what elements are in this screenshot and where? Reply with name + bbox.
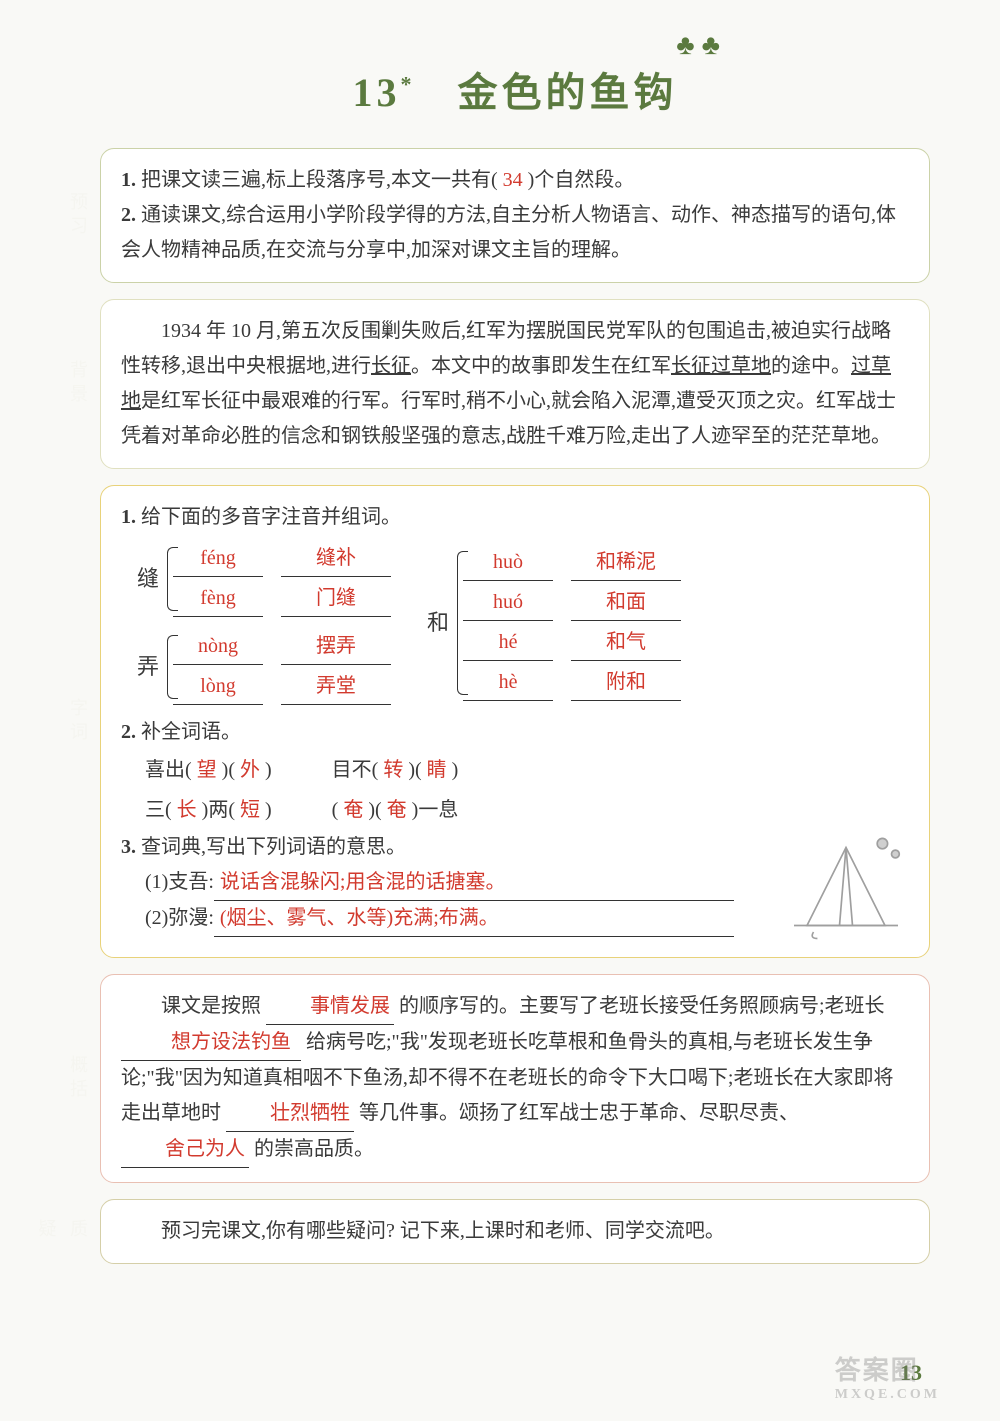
question-tab-label: 质疑 <box>63 1216 93 1248</box>
dict-answer: (烟尘、雾气、水等)充满;布满。 <box>214 901 734 937</box>
polyphone-row: huò 和稀泥 <box>463 545 681 581</box>
lesson-title: 13* 金色的鱼钩 <box>100 60 930 118</box>
fill-row: 喜出( 望 )( 外 ) 目不( 转 )( 睛 ) <box>145 750 909 790</box>
lesson-number: 13* <box>353 70 416 115</box>
vocab-tab-label: 字词 <box>63 698 93 746</box>
polyphone-row: féng 缝补 <box>173 541 391 577</box>
background-panel: 背景 1934 年 10 月,第五次反围剿失败后,红军为摆脱国民党军队的包围追击… <box>100 299 930 469</box>
char-he: 和 <box>421 598 455 649</box>
answer-paragraph-count: 34 <box>503 169 523 191</box>
watermark-sub: MXQE.COM <box>835 1387 940 1403</box>
question-text: 预习完课文,你有哪些疑问? 记下来,上课时和老师、同学交流吧。 <box>121 1214 909 1249</box>
vocab-q2: 2. 补全词语。 <box>121 715 909 750</box>
tent-illustration-icon <box>781 815 911 945</box>
polyphone-row: huó 和面 <box>463 585 681 621</box>
preview-tab-label: 预习 <box>63 192 93 240</box>
summary-tab-label: 概括 <box>63 1055 93 1103</box>
polyphone-row: nòng 摆弄 <box>173 629 391 665</box>
background-tab-label: 背景 <box>63 360 93 408</box>
tree-decoration-icon: ♣ ♣ <box>676 30 720 62</box>
vocab-q1: 1. 给下面的多音字注音并组词。 <box>121 500 909 535</box>
watermark: 答案圈 MXQE.COM <box>835 1350 940 1403</box>
summary-text: 课文是按照 事情发展 的顺序写的。主要写了老班长接受任务照顾病号;老班长 想方设… <box>121 989 909 1168</box>
polyphone-row: fèng 门缝 <box>173 581 391 617</box>
background-text: 1934 年 10 月,第五次反围剿失败后,红军为摆脱国民党军队的包围追击,被迫… <box>121 314 909 454</box>
polyphone-row: hè 附和 <box>463 665 681 701</box>
dict-answer: 说话含混躲闪;用含混的话搪塞。 <box>214 865 734 901</box>
preview-panel: 预习 1. 把课文读三遍,标上段落序号,本文一共有( 34 )个自然段。 2. … <box>100 148 930 283</box>
watermark-main: 答案圈 <box>835 1356 919 1385</box>
summary-panel: 概括 课文是按照 事情发展 的顺序写的。主要写了老班长接受任务照顾病号;老班长 … <box>100 974 930 1183</box>
polyphone-row: hé 和气 <box>463 625 681 661</box>
question-panel: 质疑 预习完课文,你有哪些疑问? 记下来,上课时和老师、同学交流吧。 <box>100 1199 930 1264</box>
preview-item-1: 1. 把课文读三遍,标上段落序号,本文一共有( 34 )个自然段。 <box>121 163 909 198</box>
polyphone-group-he: 和 huò 和稀泥 huó 和面 hé 和气 hè <box>421 541 681 705</box>
char-feng: 缝 <box>131 554 165 605</box>
char-nong: 弄 <box>131 642 165 693</box>
polyphone-row: lòng 弄堂 <box>173 669 391 705</box>
worksheet-page: ♣ ♣ 13* 金色的鱼钩 预习 1. 把课文读三遍,标上段落序号,本文一共有(… <box>0 0 1000 1320</box>
polyphone-group-nong: 弄 nòng 摆弄 lòng 弄堂 <box>131 629 391 705</box>
polyphone-groups: 缝 féng 缝补 fèng 门缝 弄 <box>131 541 909 705</box>
preview-item-2: 2. 通读课文,综合运用小学阶段学得的方法,自主分析人物语言、动作、神态描写的语… <box>121 198 909 268</box>
polyphone-group-feng: 缝 féng 缝补 fèng 门缝 <box>131 541 391 617</box>
lesson-name: 金色的鱼钩 <box>458 70 678 115</box>
vocab-panel: 字词 1. 给下面的多音字注音并组词。 缝 féng 缝补 fèng 门缝 <box>100 485 930 958</box>
